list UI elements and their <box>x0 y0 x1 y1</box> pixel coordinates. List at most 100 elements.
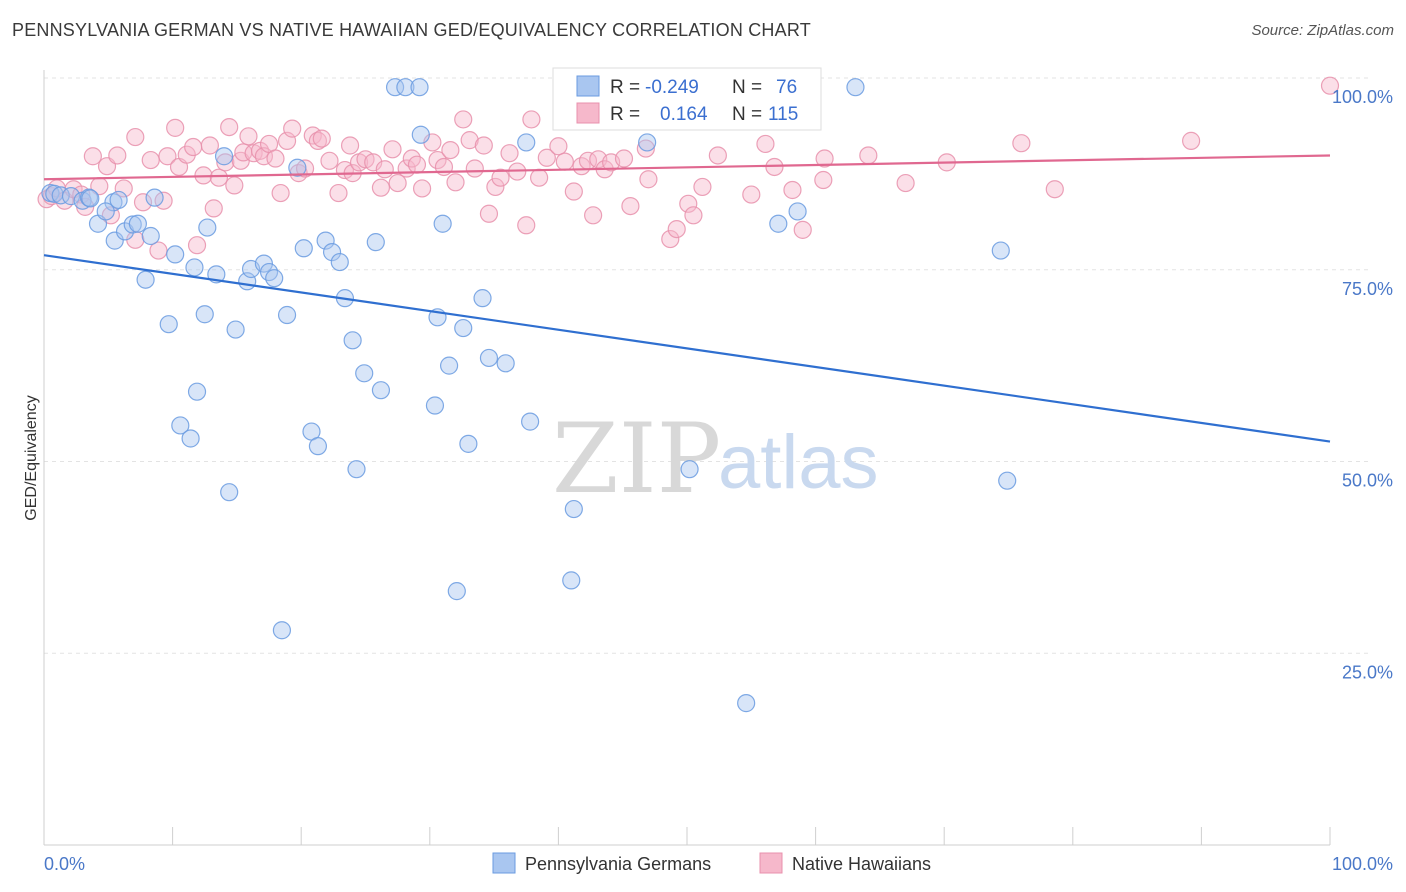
data-point <box>1320 76 1340 95</box>
legend-n-value-pink: 115 <box>768 104 798 125</box>
data-point <box>141 150 160 170</box>
trend-lines <box>43 154 1331 443</box>
data-point <box>846 78 865 97</box>
legend-r-value-blue: -0.249 <box>645 77 699 98</box>
data-point <box>364 153 383 172</box>
legend-r-value-pink: 0.164 <box>660 104 708 125</box>
data-point <box>343 331 362 350</box>
watermark-atlas: atlas <box>718 420 879 505</box>
data-point <box>446 173 465 192</box>
data-point <box>355 364 374 383</box>
watermark: ZIP atlas <box>552 403 879 515</box>
data-point <box>329 183 348 203</box>
data-point <box>312 129 331 148</box>
data-point <box>428 150 447 170</box>
y-tick-label: 75.0% <box>1342 279 1393 299</box>
data-point <box>51 186 70 205</box>
data-point <box>465 159 484 178</box>
grid-lines <box>44 77 1370 654</box>
data-point <box>769 214 788 233</box>
data-point <box>225 176 244 195</box>
data-point <box>584 206 603 225</box>
data-point <box>371 178 391 197</box>
data-point <box>788 202 807 221</box>
series-legend-swatch-blue <box>492 852 516 874</box>
data-point <box>209 168 228 187</box>
data-point <box>998 471 1017 490</box>
data-point <box>216 153 235 172</box>
data-point <box>439 356 459 375</box>
data-point <box>171 416 190 435</box>
data-point <box>141 226 160 246</box>
data-point <box>396 78 415 97</box>
legend-n-label-pink: N = <box>732 104 762 125</box>
data-point <box>128 214 147 233</box>
y-axis-label: GED/Equivalency <box>23 395 40 520</box>
data-point <box>639 170 658 189</box>
data-point <box>158 147 177 166</box>
legend-n-value-blue: 76 <box>776 77 797 98</box>
y-tick-labels: 100.0% 75.0% 50.0% 25.0% <box>1332 87 1393 682</box>
legend-r-label-pink: R = <box>610 104 640 125</box>
data-point <box>83 147 102 166</box>
data-point <box>517 216 536 235</box>
data-point <box>991 241 1010 260</box>
legend-swatch-blue <box>576 75 600 97</box>
data-point <box>693 177 712 197</box>
data-point <box>496 354 515 373</box>
data-point <box>517 133 536 152</box>
series-native-hawaiians-points <box>37 76 1340 260</box>
data-point <box>204 199 223 218</box>
data-point <box>108 146 127 165</box>
data-point <box>271 183 290 203</box>
data-point <box>680 460 699 479</box>
data-point <box>614 149 634 168</box>
data-point <box>896 173 915 193</box>
data-point <box>316 231 335 250</box>
data-point <box>486 177 505 197</box>
data-point <box>479 204 499 223</box>
series-legend-swatch-pink <box>759 852 783 874</box>
data-point <box>195 305 214 324</box>
data-point <box>185 258 204 277</box>
legend-n-label-blue: N = <box>732 77 762 98</box>
data-point <box>815 149 834 168</box>
data-point <box>742 185 761 204</box>
data-point <box>491 168 510 187</box>
data-point <box>636 139 655 158</box>
data-point <box>411 125 430 144</box>
data-point <box>667 219 686 239</box>
data-point <box>320 151 339 170</box>
data-point <box>814 170 833 190</box>
data-point <box>1012 134 1031 153</box>
legend-r-label-blue: R = <box>610 77 640 98</box>
data-point <box>200 136 219 155</box>
data-point <box>385 78 405 97</box>
data-point <box>288 158 307 177</box>
data-point <box>79 188 99 207</box>
data-point <box>266 149 285 168</box>
data-point <box>537 148 556 167</box>
data-point <box>375 160 394 179</box>
data-point <box>181 429 200 448</box>
data-point <box>661 229 680 249</box>
data-point <box>187 236 207 255</box>
data-point <box>460 131 479 150</box>
data-point <box>294 239 313 258</box>
data-point <box>214 147 234 166</box>
data-point <box>114 179 133 198</box>
data-point <box>621 196 640 216</box>
data-point <box>126 127 145 147</box>
data-point <box>555 152 574 171</box>
data-point <box>322 243 342 262</box>
chart-source: Source: ZipAtlas.com <box>1251 22 1394 39</box>
data-point <box>159 315 178 334</box>
data-point <box>737 694 756 713</box>
chart-title: PENNSYLVANIA GERMAN VS NATIVE HAWAIIAN G… <box>12 20 811 40</box>
data-point <box>166 245 185 264</box>
data-point <box>500 144 519 163</box>
y-tick-label: 50.0% <box>1342 471 1393 491</box>
data-point <box>187 382 207 401</box>
data-point <box>61 187 81 206</box>
x-tick-labels: 0.0% 100.0% <box>44 854 1393 874</box>
